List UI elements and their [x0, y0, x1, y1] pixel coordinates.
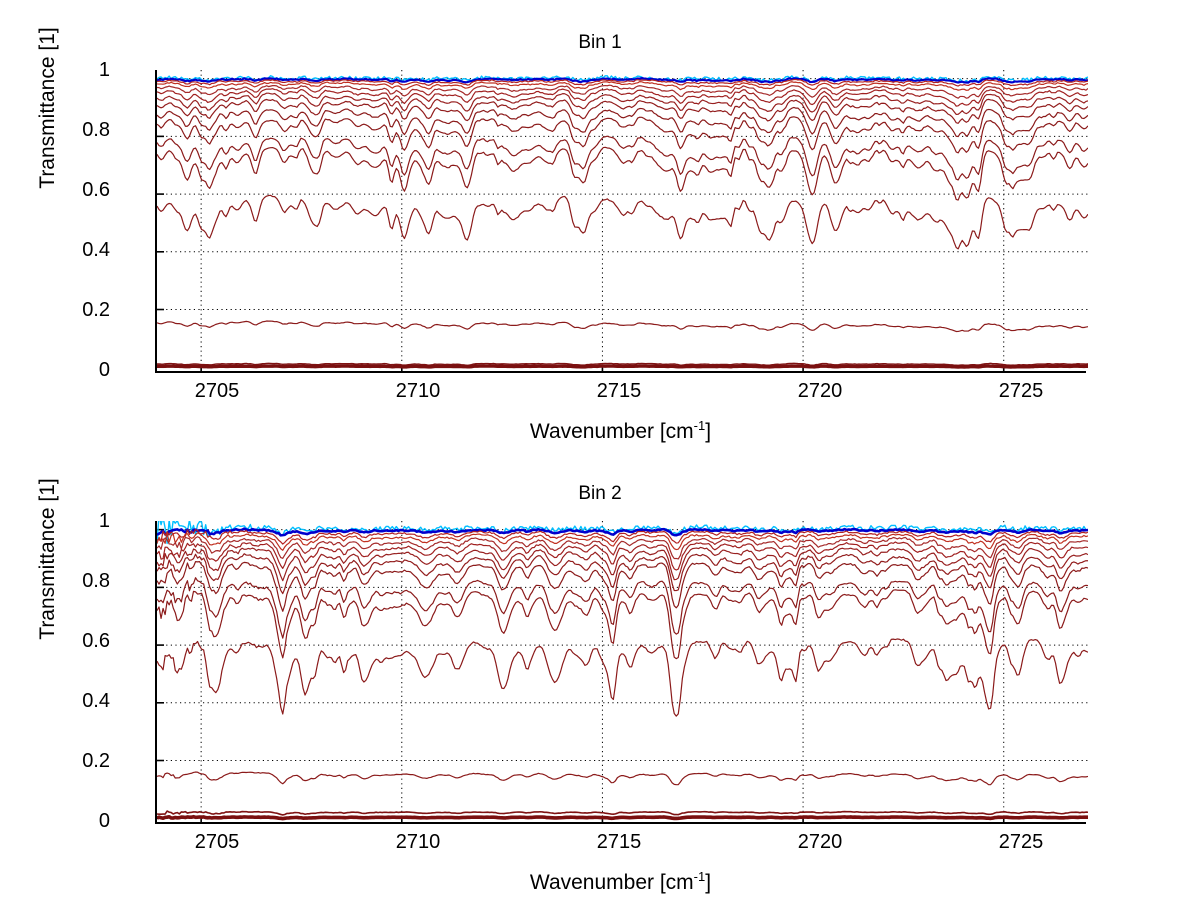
spectrum-line [157, 364, 1088, 369]
x-axis-label-exponent: -1 [693, 869, 706, 884]
spectrum-line [157, 771, 1088, 786]
axis-tick-marks [157, 528, 1005, 824]
spectrum-line [157, 92, 1088, 115]
spectrum-line [157, 589, 1088, 660]
x-tick-label: 2725 [998, 831, 1044, 853]
x-tick-label: 2720 [797, 380, 843, 402]
x-axis-label-close: ] [705, 871, 712, 894]
spectrum-line [157, 146, 1088, 201]
spectrum-line [157, 362, 1088, 367]
x-tick-label: 2710 [395, 380, 441, 402]
y-tick-label: 1 [98, 59, 110, 81]
x-axis-label-exponent: -1 [693, 418, 706, 433]
spectrum-line [157, 194, 1088, 250]
x-tick-label: 2720 [797, 831, 843, 853]
spectrum-line [157, 521, 1088, 545]
spectrum-line [157, 638, 1088, 717]
spectrum-line [157, 320, 1088, 333]
y-tick-label: 0 [98, 810, 110, 832]
spectrum-line [157, 546, 1088, 582]
plot-area [155, 521, 1088, 824]
spectrum-line [157, 98, 1088, 124]
y-tick-label: 1 [98, 510, 110, 532]
y-tick-label: 0.2 [82, 299, 110, 321]
x-axis-label-text: Wavenumber [cm [529, 420, 694, 443]
spectrum-line [157, 77, 1088, 84]
chart-panel-bin-2: Bin 2 Transmittance [1] 1 0.8 0.6 0.4 0.… [0, 451, 1200, 901]
x-tick-label: 2705 [194, 831, 240, 853]
plot-area [155, 70, 1088, 373]
y-tick-label: 0 [98, 359, 110, 381]
spectrum-line [157, 577, 1088, 639]
y-tick-label: 0.8 [82, 119, 110, 141]
x-axis-label-text: Wavenumber [cm [529, 871, 694, 894]
spectrum-line [157, 553, 1088, 595]
y-tick-label: 0.4 [82, 239, 110, 261]
chart-panel-bin-1: Bin 1 Transmittance [1] 1 0.8 0.6 0.4 0.… [0, 0, 1200, 450]
spectrum-line [157, 88, 1088, 107]
y-tick-label: 0.6 [82, 179, 110, 201]
panel-title: Bin 1 [578, 32, 622, 53]
spectrum-line [157, 528, 1088, 545]
spectrum-line [157, 81, 1088, 91]
grid-lines [157, 70, 1088, 373]
x-tick-label: 2710 [395, 831, 441, 853]
x-tick-label: 2725 [998, 380, 1044, 402]
spectrum-line [157, 541, 1088, 571]
spectrum-line [157, 135, 1088, 181]
y-tick-label: 0.2 [82, 750, 110, 772]
x-tick-label: 2715 [596, 380, 642, 402]
spectrum-line [157, 814, 1088, 821]
spectrum-line [157, 116, 1088, 154]
spectrum-line [157, 810, 1088, 816]
x-axis-label: Wavenumber [cm-1] [155, 869, 1086, 895]
spectrum-line [157, 106, 1088, 138]
spectrum-line [157, 536, 1088, 560]
y-tick-label: 0.6 [82, 630, 110, 652]
spectra-plot [157, 521, 1088, 824]
y-axis-label: Transmittance [1] [36, 478, 59, 640]
x-axis-label-close: ] [705, 420, 712, 443]
spectrum-line [157, 84, 1088, 99]
spectrum-line [157, 532, 1088, 551]
x-tick-label: 2715 [596, 831, 642, 853]
spectra-plot [157, 70, 1088, 373]
panel-title: Bin 2 [578, 483, 622, 504]
y-tick-label: 0.4 [82, 690, 110, 712]
x-axis-label: Wavenumber [cm-1] [155, 418, 1086, 444]
spectrum-line [157, 78, 1088, 87]
y-tick-label: 0.8 [82, 570, 110, 592]
spectrum-line [157, 527, 1088, 537]
grid-lines [157, 521, 1088, 824]
spectrum-line [157, 561, 1088, 612]
x-tick-label: 2705 [194, 380, 240, 402]
